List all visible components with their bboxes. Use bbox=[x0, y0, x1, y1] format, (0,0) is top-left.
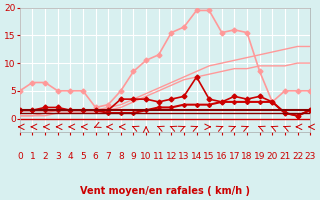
X-axis label: Vent moyen/en rafales ( km/h ): Vent moyen/en rafales ( km/h ) bbox=[80, 186, 250, 196]
